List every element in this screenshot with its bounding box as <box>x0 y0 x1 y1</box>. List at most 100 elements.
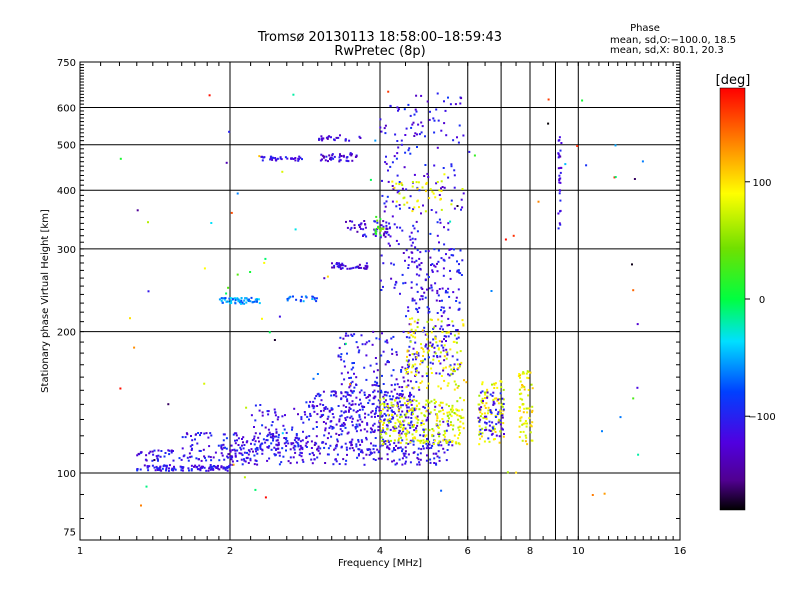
data-point <box>408 336 411 339</box>
data-point <box>457 269 460 272</box>
data-point <box>387 447 390 450</box>
data-point <box>523 386 526 388</box>
data-point <box>415 367 418 370</box>
data-point <box>477 416 480 419</box>
data-point <box>422 355 424 357</box>
data-point <box>268 457 271 460</box>
data-point <box>453 340 456 343</box>
data-point <box>262 438 265 441</box>
data-point <box>525 425 528 428</box>
data-point <box>326 407 329 410</box>
data-point <box>371 410 374 413</box>
data-point <box>523 388 526 391</box>
data-point <box>388 395 391 398</box>
data-point <box>437 385 440 388</box>
data-point <box>201 465 204 468</box>
data-point <box>431 444 434 447</box>
data-point <box>356 425 359 428</box>
data-point <box>308 405 311 408</box>
data-point <box>497 402 500 405</box>
data-point <box>299 440 302 443</box>
data-point <box>373 395 376 398</box>
data-point <box>355 423 358 426</box>
data-point <box>297 445 300 448</box>
data-point <box>435 182 438 185</box>
data-point <box>449 103 452 106</box>
data-point <box>259 432 261 435</box>
data-point <box>423 326 426 329</box>
data-point <box>411 299 414 302</box>
data-point <box>499 412 502 415</box>
data-point <box>416 265 419 268</box>
data-point <box>425 190 427 193</box>
data-point <box>496 413 499 416</box>
data-point <box>499 380 502 383</box>
data-point <box>322 390 325 393</box>
data-point <box>255 460 258 462</box>
data-point <box>404 427 407 430</box>
data-point <box>501 402 504 405</box>
data-point <box>191 439 194 442</box>
data-point <box>369 364 372 367</box>
data-point <box>438 435 441 438</box>
data-point <box>459 396 462 399</box>
data-point <box>443 379 446 382</box>
data-point <box>418 189 421 192</box>
data-point <box>240 452 243 455</box>
data-point <box>431 263 434 266</box>
data-point <box>361 408 364 411</box>
data-point <box>435 452 438 455</box>
data-point <box>386 445 389 448</box>
data-point <box>429 188 432 191</box>
data-point <box>344 442 347 445</box>
data-point <box>181 469 184 472</box>
data-point <box>299 451 302 454</box>
data-point <box>382 429 385 432</box>
data-point <box>405 456 408 459</box>
data-point <box>348 139 351 142</box>
data-point <box>301 458 304 461</box>
data-point <box>156 458 159 461</box>
data-point <box>410 231 413 234</box>
data-point <box>340 155 343 157</box>
data-point <box>500 403 503 406</box>
data-point <box>345 448 348 451</box>
data-point <box>433 398 436 401</box>
data-point <box>357 448 360 451</box>
data-point <box>449 277 452 280</box>
data-point <box>438 340 441 343</box>
data-point <box>411 241 414 244</box>
data-point <box>456 205 459 207</box>
data-point <box>435 419 438 422</box>
data-point <box>380 389 383 392</box>
data-point <box>438 189 441 192</box>
data-point <box>416 321 419 324</box>
data-point <box>519 397 522 400</box>
data-point <box>295 434 298 437</box>
data-point <box>395 205 398 208</box>
data-point <box>495 434 498 437</box>
data-point <box>641 160 644 163</box>
data-point <box>381 179 383 182</box>
data-point <box>414 437 417 440</box>
data-point <box>190 449 193 451</box>
data-point <box>349 408 352 410</box>
data-point <box>485 422 488 424</box>
data-point <box>317 445 320 448</box>
data-point <box>272 437 275 440</box>
data-point <box>408 235 411 238</box>
data-point <box>331 262 333 265</box>
data-point <box>360 266 363 269</box>
data-point <box>487 409 490 412</box>
data-point <box>559 189 562 192</box>
data-point <box>350 153 353 156</box>
data-point <box>359 223 362 226</box>
data-point <box>451 406 454 409</box>
data-point <box>438 288 441 290</box>
data-point <box>250 414 253 417</box>
data-point <box>372 391 375 394</box>
data-point <box>243 458 245 461</box>
data-point <box>410 411 413 414</box>
data-point <box>406 368 409 370</box>
data-point <box>383 404 386 407</box>
